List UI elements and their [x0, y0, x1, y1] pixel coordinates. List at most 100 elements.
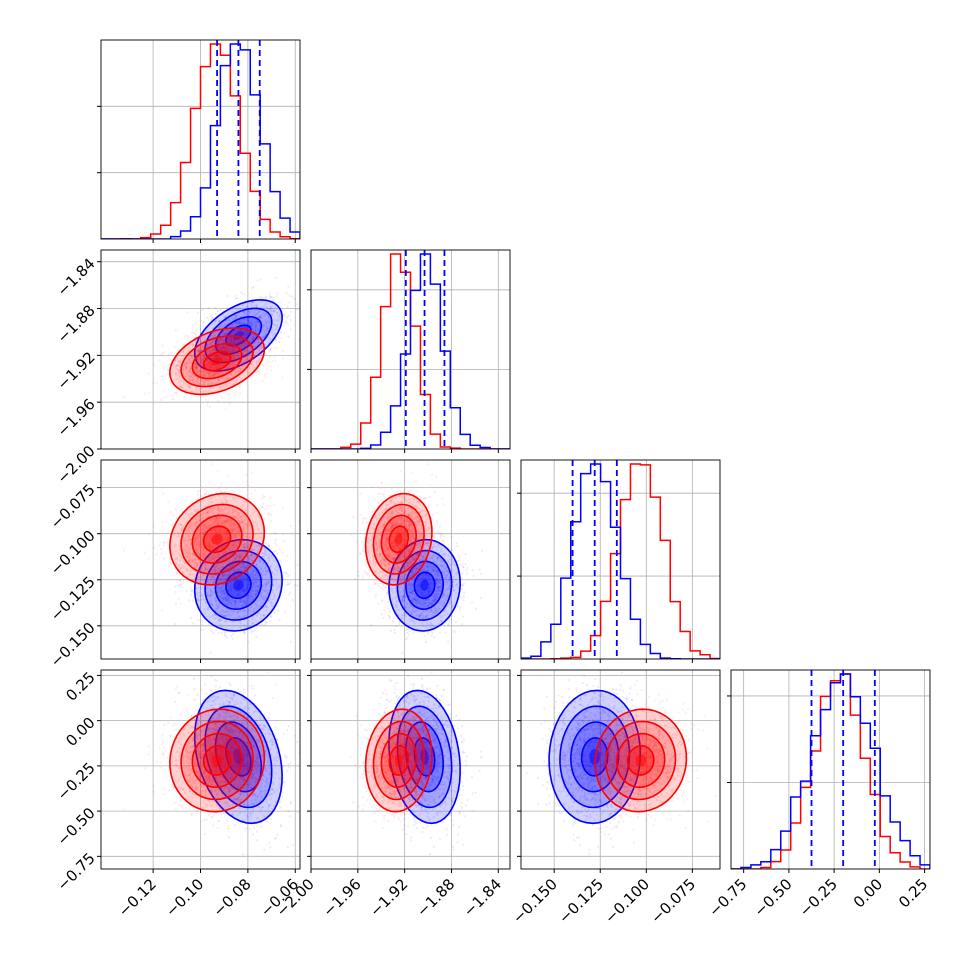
sample-point-red [196, 371, 199, 374]
sample-point-red [194, 329, 198, 332]
sample-point-blue [266, 326, 269, 330]
sample-point-blue [240, 321, 243, 324]
sample-point-red [185, 367, 188, 370]
sample-point-blue [239, 368, 242, 372]
sample-point-blue [286, 305, 289, 308]
sample-point-red [225, 487, 229, 490]
sample-point-red [208, 361, 211, 364]
sample-point-blue [289, 581, 292, 584]
sample-point-blue [257, 340, 260, 343]
sample-point-red [175, 392, 178, 395]
sample-point-blue [240, 322, 244, 325]
sample-point-blue [209, 367, 213, 371]
sample-point-red [184, 335, 187, 338]
sample-point-red [186, 336, 190, 339]
sample-point-red [261, 316, 264, 319]
sample-point-red [193, 350, 196, 353]
sample-point-blue [224, 319, 227, 322]
sample-point-red [241, 324, 244, 327]
sample-point-red [215, 353, 219, 356]
sample-point-blue [276, 319, 279, 322]
sample-point-blue [214, 320, 217, 323]
sample-point-red [225, 358, 228, 361]
sample-point-red [258, 324, 261, 328]
sample-point-red [187, 356, 191, 359]
sample-point-red [219, 338, 222, 341]
sample-point-red [189, 384, 192, 387]
sample-point-blue [253, 342, 256, 345]
sample-point-blue [247, 322, 250, 325]
sample-point-red [224, 362, 227, 365]
sample-point-blue [261, 336, 264, 340]
sample-point-blue [199, 628, 203, 631]
sample-point-blue [202, 357, 205, 360]
sample-point-blue [200, 320, 203, 323]
sample-point-blue [287, 335, 290, 338]
sample-point-blue [268, 296, 272, 299]
sample-point-red [182, 349, 185, 353]
sample-point-blue [236, 307, 239, 310]
sample-point-blue [253, 320, 256, 323]
sample-point-red [251, 320, 254, 323]
sample-point-blue [225, 636, 228, 639]
sample-point-red [218, 349, 221, 352]
sample-point-blue [249, 322, 252, 325]
sample-point-blue [220, 631, 224, 635]
sample-point-blue [238, 329, 241, 332]
sample-point-blue [257, 346, 261, 349]
sample-point-red [197, 369, 200, 372]
sample-point-blue [205, 344, 209, 347]
sample-point-blue [250, 337, 253, 340]
sample-point-blue [241, 343, 244, 346]
sample-point-red [172, 398, 175, 401]
sample-point-blue [239, 345, 242, 348]
sample-point-red [202, 373, 205, 377]
sample-point-red [224, 384, 228, 387]
sample-point-blue [217, 339, 220, 343]
sample-point-red [234, 381, 237, 384]
sample-point-blue [199, 327, 202, 330]
sample-point-blue [240, 291, 243, 294]
sample-point-red [253, 355, 256, 358]
sample-point-blue [220, 388, 223, 391]
sample-point-blue [278, 548, 281, 551]
sample-point-blue [271, 334, 275, 337]
sample-point-blue [174, 329, 178, 332]
sample-point-red [200, 357, 203, 360]
sample-point-blue [257, 321, 261, 325]
sample-point-red [224, 586, 228, 589]
sample-point-red [237, 338, 240, 341]
sample-point-blue [220, 355, 223, 358]
sample-point-blue [281, 308, 285, 312]
sample-point-red [212, 354, 215, 357]
sample-point-red [267, 332, 270, 335]
sample-point-blue [255, 304, 258, 307]
sample-point-blue [247, 305, 250, 308]
sample-point-blue [214, 306, 217, 309]
sample-point-blue [222, 323, 225, 326]
sample-point-red [197, 349, 200, 352]
sample-point-red [229, 364, 232, 367]
sample-point-red [250, 471, 253, 474]
sample-point-blue [241, 326, 245, 329]
sample-point-blue [222, 339, 225, 343]
sample-point-blue [276, 605, 279, 608]
sample-point-red [214, 322, 217, 325]
sample-point-red [261, 552, 264, 555]
sample-point-red [230, 333, 233, 336]
sample-point-blue [249, 302, 252, 305]
sample-point-red [239, 379, 242, 382]
sample-point-blue [254, 312, 257, 315]
sample-point-blue [261, 334, 264, 337]
sample-point-red [231, 350, 234, 354]
sample-point-red [205, 360, 209, 363]
sample-point-blue [222, 347, 225, 350]
sample-point-red [223, 359, 226, 363]
sample-point-red [226, 349, 229, 352]
sample-point-blue [239, 345, 242, 348]
sample-point-blue [255, 313, 258, 316]
sample-point-blue [231, 324, 234, 327]
sample-point-blue [225, 383, 228, 386]
sample-point-blue [266, 321, 269, 324]
sample-point-red [200, 361, 203, 364]
